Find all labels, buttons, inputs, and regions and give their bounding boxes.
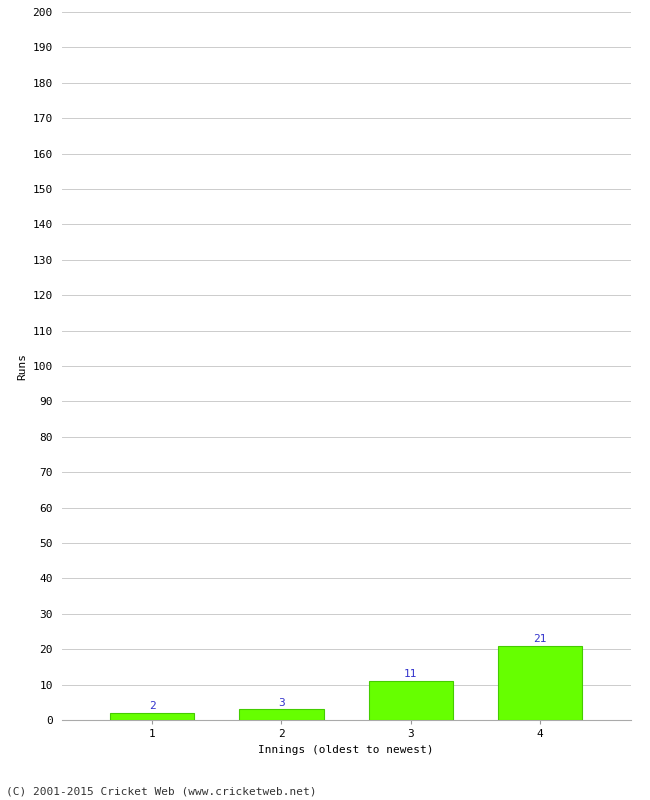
Bar xyxy=(239,710,324,720)
Text: (C) 2001-2015 Cricket Web (www.cricketweb.net): (C) 2001-2015 Cricket Web (www.cricketwe… xyxy=(6,786,317,796)
Text: 21: 21 xyxy=(533,634,547,644)
Bar xyxy=(498,646,582,720)
X-axis label: Innings (oldest to newest): Innings (oldest to newest) xyxy=(259,745,434,754)
Bar xyxy=(111,713,194,720)
Text: 2: 2 xyxy=(149,701,155,711)
Bar xyxy=(369,681,453,720)
Text: 3: 3 xyxy=(278,698,285,708)
Y-axis label: Runs: Runs xyxy=(17,353,27,379)
Text: 11: 11 xyxy=(404,670,417,679)
